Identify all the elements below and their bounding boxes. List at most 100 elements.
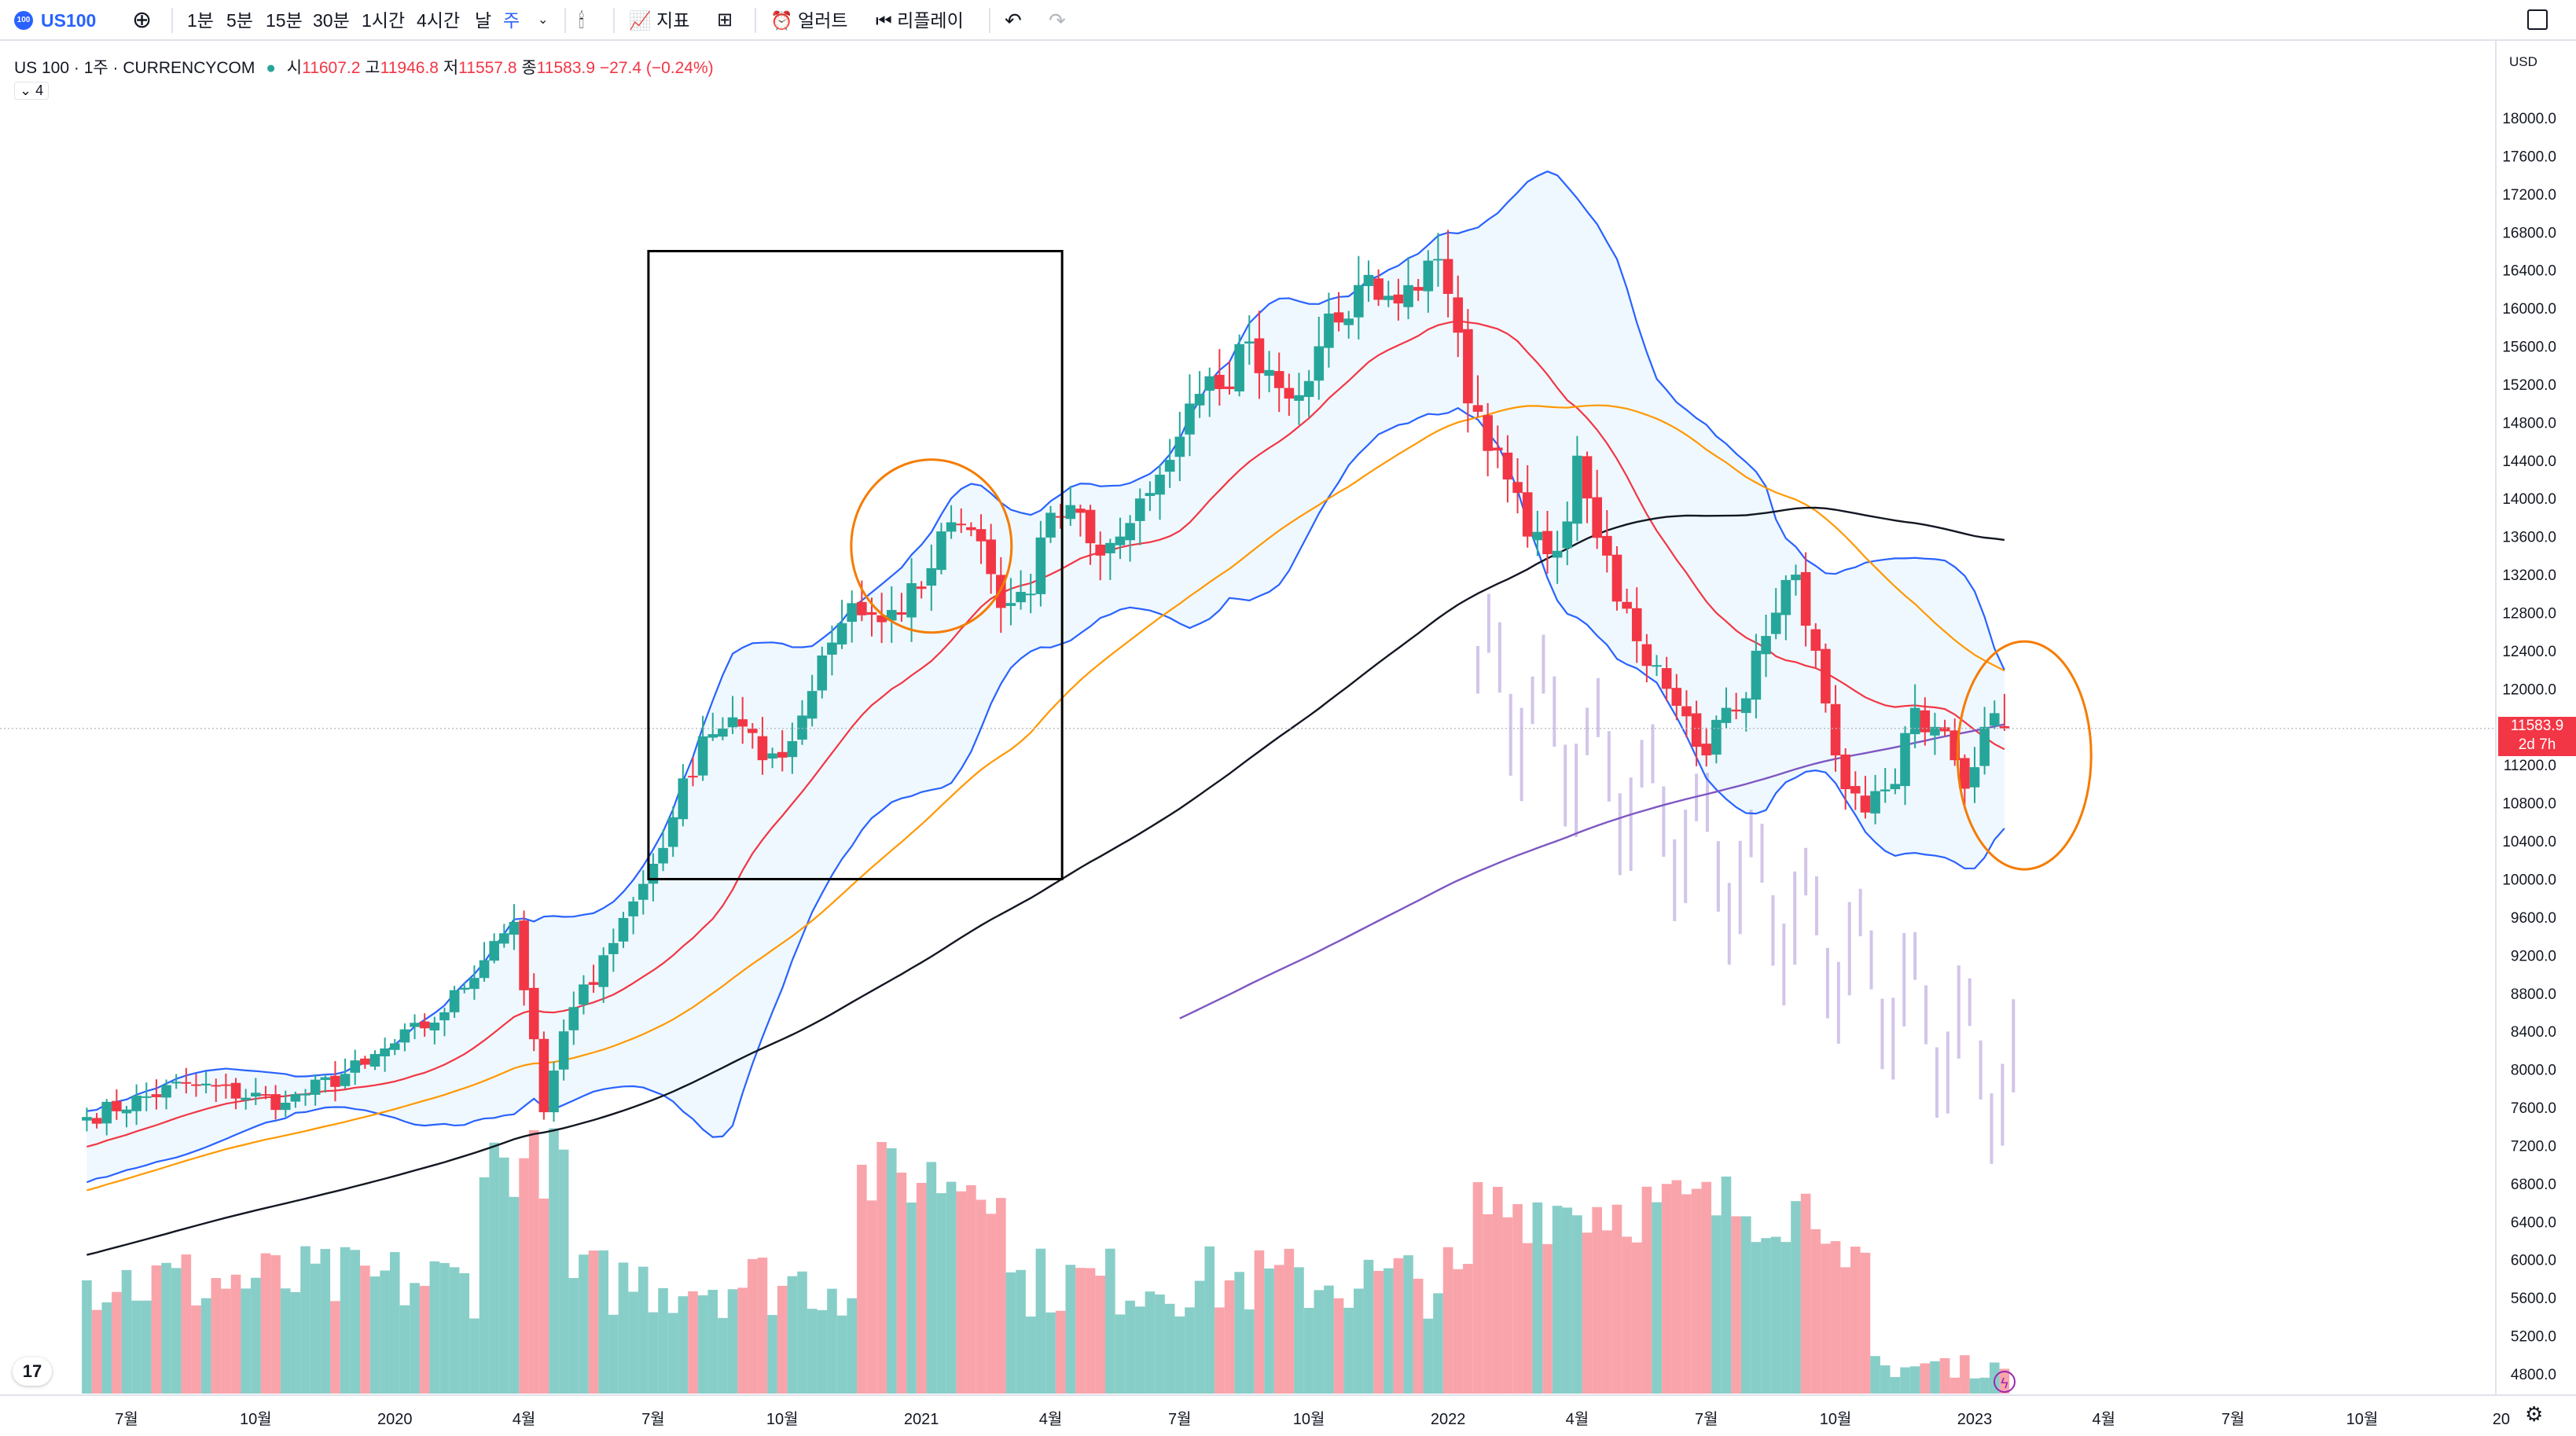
candle-body[interactable]: [459, 987, 470, 990]
candle-body[interactable]: [1512, 482, 1523, 494]
candle-body[interactable]: [1979, 726, 1990, 766]
candle-body[interactable]: [1095, 544, 1105, 556]
candle-body[interactable]: [1770, 612, 1781, 634]
interval-2-button[interactable]: 15분: [266, 10, 303, 31]
candle-body[interactable]: [658, 847, 668, 864]
candle-body[interactable]: [1611, 554, 1622, 602]
candle-body[interactable]: [1810, 629, 1821, 651]
candle-body[interactable]: [112, 1100, 122, 1111]
candle-body[interactable]: [538, 1038, 549, 1113]
candle-body[interactable]: [151, 1094, 162, 1097]
candle-body[interactable]: [1453, 297, 1464, 333]
candle-body[interactable]: [1045, 512, 1056, 538]
candle-body[interactable]: [1155, 474, 1165, 495]
candle-body[interactable]: [1035, 537, 1046, 594]
candle-body[interactable]: [1005, 603, 1016, 606]
candle-body[interactable]: [181, 1082, 192, 1084]
candle-body[interactable]: [1016, 592, 1026, 603]
candle-body[interactable]: [1244, 341, 1255, 344]
settings-gear-icon[interactable]: ⚙: [2525, 1402, 2544, 1426]
interval-1-button[interactable]: 5분: [226, 10, 253, 31]
candle-body[interactable]: [1909, 707, 1920, 735]
candle-body[interactable]: [1294, 395, 1304, 401]
candle-body[interactable]: [479, 960, 490, 979]
candle-body[interactable]: [1870, 791, 1880, 813]
candle-body[interactable]: [82, 1117, 92, 1121]
candle-body[interactable]: [1343, 318, 1354, 325]
candle-body[interactable]: [1939, 727, 1950, 732]
candle-body[interactable]: [847, 603, 858, 623]
candle-body[interactable]: [1850, 786, 1861, 794]
candle-body[interactable]: [678, 778, 689, 820]
candle-body[interactable]: [876, 615, 887, 623]
candle-body[interactable]: [528, 987, 539, 1040]
candle-body[interactable]: [1532, 531, 1543, 541]
candle-body[interactable]: [1701, 744, 1712, 756]
candle-body[interactable]: [648, 864, 659, 884]
candle-body[interactable]: [1164, 460, 1175, 472]
candle-body[interactable]: [558, 1031, 569, 1070]
candle-body[interactable]: [1273, 371, 1284, 388]
candle-body[interactable]: [1721, 707, 1732, 723]
candle-body[interactable]: [767, 753, 777, 759]
candle-body[interactable]: [1055, 516, 1066, 518]
alert-button[interactable]: ⏰ 얼러트: [770, 0, 848, 41]
candle-body[interactable]: [211, 1085, 222, 1087]
candle-body[interactable]: [1403, 285, 1413, 307]
candle-body[interactable]: [1821, 648, 1831, 703]
candle-body[interactable]: [499, 933, 509, 944]
interval-6-button[interactable]: 날: [475, 10, 492, 31]
candle-body[interactable]: [1552, 550, 1563, 558]
candle-body[interactable]: [330, 1075, 340, 1087]
candle-body[interactable]: [1761, 636, 1771, 655]
candle-body[interactable]: [1631, 608, 1642, 641]
candle-body[interactable]: [1393, 294, 1404, 304]
candle-body[interactable]: [1284, 387, 1295, 399]
candle-body[interactable]: [1740, 698, 1751, 714]
candle-body[interactable]: [1791, 575, 1801, 581]
candle-body[interactable]: [1542, 531, 1553, 555]
candle-body[interactable]: [380, 1048, 390, 1056]
candle-body[interactable]: [429, 1023, 440, 1030]
templates-icon[interactable]: ⊞: [717, 9, 733, 31]
candle-body[interactable]: [1085, 509, 1096, 544]
candle-body[interactable]: [588, 982, 599, 986]
candle-body[interactable]: [1602, 535, 1612, 556]
candle-body[interactable]: [1920, 710, 1931, 733]
candle-body[interactable]: [1502, 452, 1513, 480]
candle-body[interactable]: [1324, 313, 1334, 348]
candle-body[interactable]: [1830, 703, 1841, 756]
candle-body[interactable]: [1254, 338, 1265, 373]
candle-body[interactable]: [1224, 386, 1235, 390]
lightning-icon[interactable]: ϟ: [1994, 1371, 2016, 1393]
annotation-circle-left[interactable]: [850, 458, 1013, 634]
candle-body[interactable]: [1264, 369, 1274, 376]
candle-body[interactable]: [579, 984, 589, 1005]
candle-body[interactable]: [410, 1023, 420, 1027]
candle-body[interactable]: [1652, 665, 1662, 667]
candle-body[interactable]: [1333, 312, 1344, 323]
candle-body[interactable]: [697, 736, 708, 776]
candle-body[interactable]: [946, 522, 957, 532]
candle-body[interactable]: [290, 1094, 301, 1102]
candle-body[interactable]: [1562, 521, 1573, 549]
candle-body[interactable]: [628, 901, 638, 916]
candle-body[interactable]: [449, 990, 460, 1012]
candle-body[interactable]: [1960, 758, 1970, 789]
candle-body[interactable]: [976, 529, 987, 542]
candle-body[interactable]: [1592, 497, 1602, 538]
candle-body[interactable]: [1492, 447, 1503, 451]
redo-icon[interactable]: ↷: [1049, 9, 1066, 32]
candle-body[interactable]: [1780, 579, 1791, 615]
candle-body[interactable]: [469, 978, 480, 990]
candle-body[interactable]: [1641, 644, 1652, 667]
candle-body[interactable]: [1969, 767, 1980, 788]
candle-body[interactable]: [956, 523, 967, 526]
candle-body[interactable]: [906, 582, 917, 618]
candle-body[interactable]: [360, 1058, 370, 1065]
candle-body[interactable]: [817, 655, 828, 691]
candle-body[interactable]: [1413, 287, 1424, 291]
chevron-down-icon[interactable]: ⌄: [538, 13, 549, 27]
candle-body[interactable]: [1215, 374, 1225, 390]
candle-body[interactable]: [320, 1077, 331, 1081]
